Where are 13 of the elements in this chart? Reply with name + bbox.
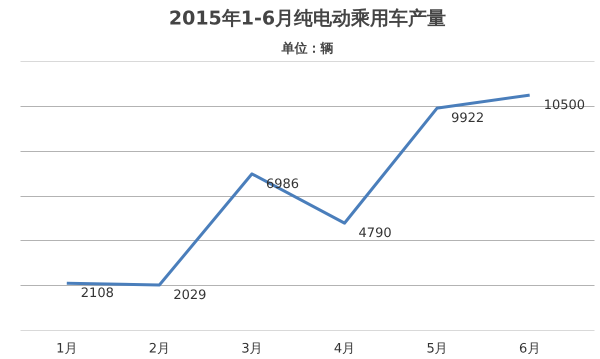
data-label: 2029 bbox=[173, 288, 206, 304]
chart-subtitle: 单位：辆 bbox=[280, 40, 334, 56]
chart-title: 2015年1-6月纯电动乘用车产量 bbox=[168, 8, 446, 30]
x-tick-label: 2月 bbox=[148, 342, 170, 356]
data-label: 2108 bbox=[80, 286, 114, 302]
x-tick-label: 6月 bbox=[519, 342, 540, 356]
data-label: 10500 bbox=[544, 98, 586, 114]
x-tick-label: 4月 bbox=[334, 342, 356, 356]
data-label: 4790 bbox=[358, 226, 392, 242]
x-tick-label: 3月 bbox=[241, 342, 263, 356]
x-tick-label: 5月 bbox=[426, 342, 448, 356]
x-tick-label: 1月 bbox=[56, 342, 78, 356]
data-label: 9922 bbox=[451, 111, 484, 126]
